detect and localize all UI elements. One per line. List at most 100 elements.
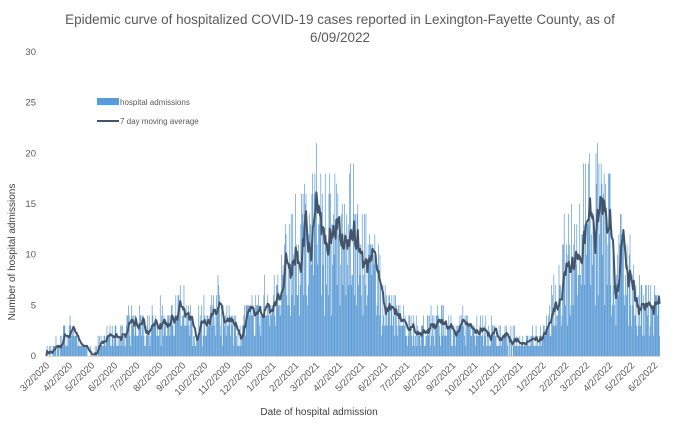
bar <box>190 315 192 356</box>
bar <box>499 345 501 356</box>
bar <box>326 285 328 356</box>
bar <box>620 214 621 356</box>
bar <box>574 224 575 356</box>
bar <box>181 325 183 356</box>
bar <box>256 305 258 356</box>
bar <box>483 325 485 356</box>
bar <box>591 264 593 356</box>
bar <box>512 325 514 356</box>
bar <box>208 315 210 356</box>
bar <box>240 345 242 356</box>
bar <box>305 193 307 356</box>
bar <box>487 345 489 356</box>
bar <box>130 345 132 356</box>
bar <box>70 325 72 356</box>
bar <box>370 244 371 356</box>
bar <box>372 254 374 356</box>
bar <box>323 234 325 356</box>
bar <box>117 335 119 356</box>
bar <box>504 325 506 356</box>
bar <box>523 345 525 356</box>
bar <box>291 295 293 356</box>
bar <box>357 204 359 356</box>
bar <box>67 345 69 356</box>
bar <box>312 173 314 356</box>
bar <box>221 305 223 356</box>
bar <box>472 325 473 356</box>
bar <box>347 264 348 356</box>
bar <box>473 325 475 356</box>
bar <box>651 305 653 356</box>
bar <box>626 244 628 356</box>
bar <box>273 295 274 356</box>
bar <box>75 335 77 356</box>
bar <box>395 295 396 356</box>
bar <box>621 234 623 356</box>
x-axis-ticks: 3/2/20204/2/20205/2/20206/2/20207/2/2020… <box>18 360 660 398</box>
bar <box>489 345 491 356</box>
bar <box>569 244 570 356</box>
bar <box>401 325 403 356</box>
bar <box>552 295 553 356</box>
bar <box>335 183 337 356</box>
bar <box>457 325 459 356</box>
bar <box>353 214 355 356</box>
bar <box>435 315 437 356</box>
bar <box>264 315 266 356</box>
bar <box>441 305 443 356</box>
bar <box>458 325 459 356</box>
bar <box>316 244 318 356</box>
bar <box>151 325 152 356</box>
bar <box>253 335 255 356</box>
bar <box>343 244 345 356</box>
bar <box>284 244 285 356</box>
bar <box>337 193 339 356</box>
bar <box>171 305 173 356</box>
bar <box>598 163 600 356</box>
bar <box>207 315 208 356</box>
bar <box>610 285 612 356</box>
bar <box>583 224 585 356</box>
bar <box>208 325 209 356</box>
bar <box>138 325 140 356</box>
bar <box>210 295 212 356</box>
bar <box>450 315 452 356</box>
bar <box>507 335 509 356</box>
bar <box>405 335 407 356</box>
bar <box>310 264 312 356</box>
bar <box>398 325 400 356</box>
bar <box>299 285 301 356</box>
bar <box>645 285 646 356</box>
bar <box>365 214 367 356</box>
bar <box>304 204 306 356</box>
bar <box>68 335 69 356</box>
bar <box>303 295 305 356</box>
y-tick-label: 20 <box>25 148 36 159</box>
bar <box>259 315 261 356</box>
bar <box>164 325 166 356</box>
bar <box>196 335 197 356</box>
bar <box>550 335 552 356</box>
bar <box>628 254 630 356</box>
bar <box>182 315 184 356</box>
y-tick-label: 15 <box>25 199 36 210</box>
bar <box>217 274 219 356</box>
bar <box>578 274 580 356</box>
bar <box>78 345 80 356</box>
bar <box>195 345 197 356</box>
bar <box>374 234 376 356</box>
bar <box>239 325 241 356</box>
bar <box>205 335 206 356</box>
bar <box>642 335 643 356</box>
bar <box>549 335 551 356</box>
bar <box>363 274 365 356</box>
bar <box>571 204 572 356</box>
bar <box>278 305 279 356</box>
bar <box>314 173 316 356</box>
bar <box>148 335 149 356</box>
bar <box>183 285 185 356</box>
bar <box>135 315 137 356</box>
bar <box>285 234 287 356</box>
bar <box>556 315 558 356</box>
bar <box>103 335 105 356</box>
